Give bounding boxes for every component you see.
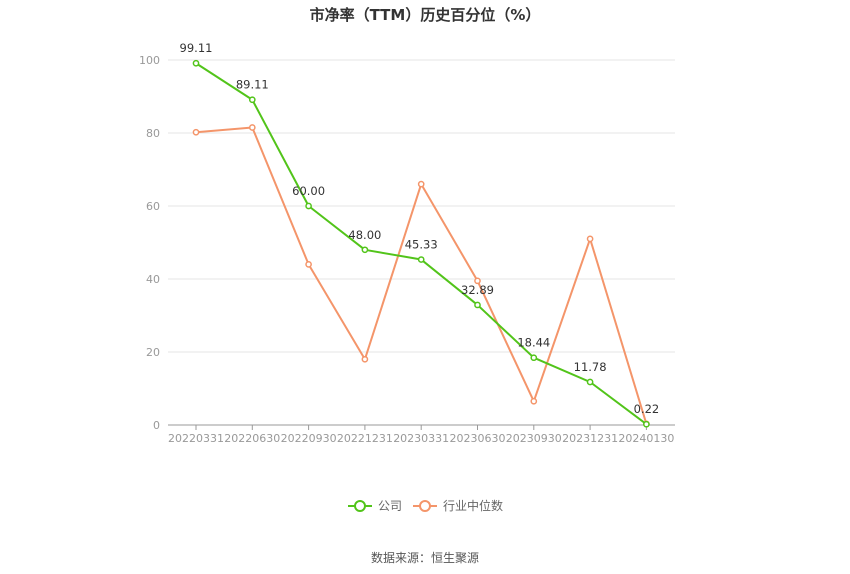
data-point-industry — [586, 235, 594, 243]
x-tick-label: 20230630 — [450, 432, 506, 445]
x-tick-label: 20230930 — [506, 432, 562, 445]
x-tick-label: 20231231 — [562, 432, 618, 445]
data-point-industry — [361, 355, 369, 363]
data-point-company — [305, 202, 312, 210]
data-point-industry — [305, 261, 312, 268]
data-label-company: 99.11 — [180, 41, 213, 55]
legend-item-industry[interactable]: 行业中位数 — [413, 498, 503, 513]
data-point-industry — [530, 397, 538, 405]
data-point-company — [417, 256, 425, 263]
y-tick-label: 0 — [153, 419, 160, 432]
x-tick-label: 20220930 — [281, 432, 337, 445]
data-point-industry — [474, 277, 481, 285]
series — [192, 59, 650, 428]
data-label-company: 11.78 — [574, 360, 607, 374]
data-label-company: 48.00 — [348, 228, 381, 242]
legend-industry-marker — [419, 500, 431, 512]
data-labels: 99.11 89.11 60.00 48.00 45.33 32.89 18.44 11.78… — [180, 41, 660, 416]
series-line-industry — [195, 126, 648, 425]
data-label-company: 32.89 — [461, 283, 494, 297]
data-point-industry — [417, 180, 425, 188]
chart-title: 市净率（TTM）历史百分位（%） — [310, 6, 541, 24]
x-tick-label: 20221231 — [337, 432, 393, 445]
data-point-company — [643, 420, 650, 428]
data-label-company: 60.00 — [292, 184, 325, 198]
legend-item-company[interactable]: 公司 — [348, 499, 402, 513]
data-label-company: 45.33 — [405, 238, 438, 252]
legend: 公司 行业中位数 — [348, 498, 503, 513]
y-tick-label: 80 — [146, 127, 160, 140]
y-axis: 0 20 40 60 80 100 — [139, 54, 160, 432]
y-tick-label: 100 — [139, 54, 160, 67]
data-label-company: 18.44 — [517, 336, 550, 350]
data-label-company: 89.11 — [236, 78, 269, 92]
data-point-company — [586, 378, 594, 386]
data-point-industry — [192, 128, 200, 136]
y-tick-label: 20 — [146, 346, 160, 359]
x-tick-label: 20220331 — [168, 432, 224, 445]
data-point-company — [248, 96, 256, 104]
data-point-company — [530, 354, 538, 362]
x-tick-label: 20240130 — [618, 432, 674, 445]
legend-company-label: 公司 — [378, 499, 402, 513]
data-point-company — [192, 59, 200, 67]
y-tick-label: 40 — [146, 273, 160, 286]
data-point-industry — [248, 124, 256, 131]
source-note: 数据来源：恒生聚源 — [371, 550, 479, 565]
legend-industry-label: 行业中位数 — [443, 498, 503, 513]
grid-lines — [168, 59, 675, 353]
x-axis: 20220331 20220630 20220930 20221231 20230331… — [168, 424, 675, 445]
data-point-company — [361, 246, 369, 254]
data-label-company: 0.22 — [634, 402, 660, 416]
x-tick-label: 20220630 — [224, 432, 280, 445]
x-tick-label: 20230331 — [393, 432, 449, 445]
data-point-company — [474, 301, 481, 309]
legend-company-marker — [354, 500, 366, 512]
y-tick-label: 60 — [146, 200, 160, 213]
